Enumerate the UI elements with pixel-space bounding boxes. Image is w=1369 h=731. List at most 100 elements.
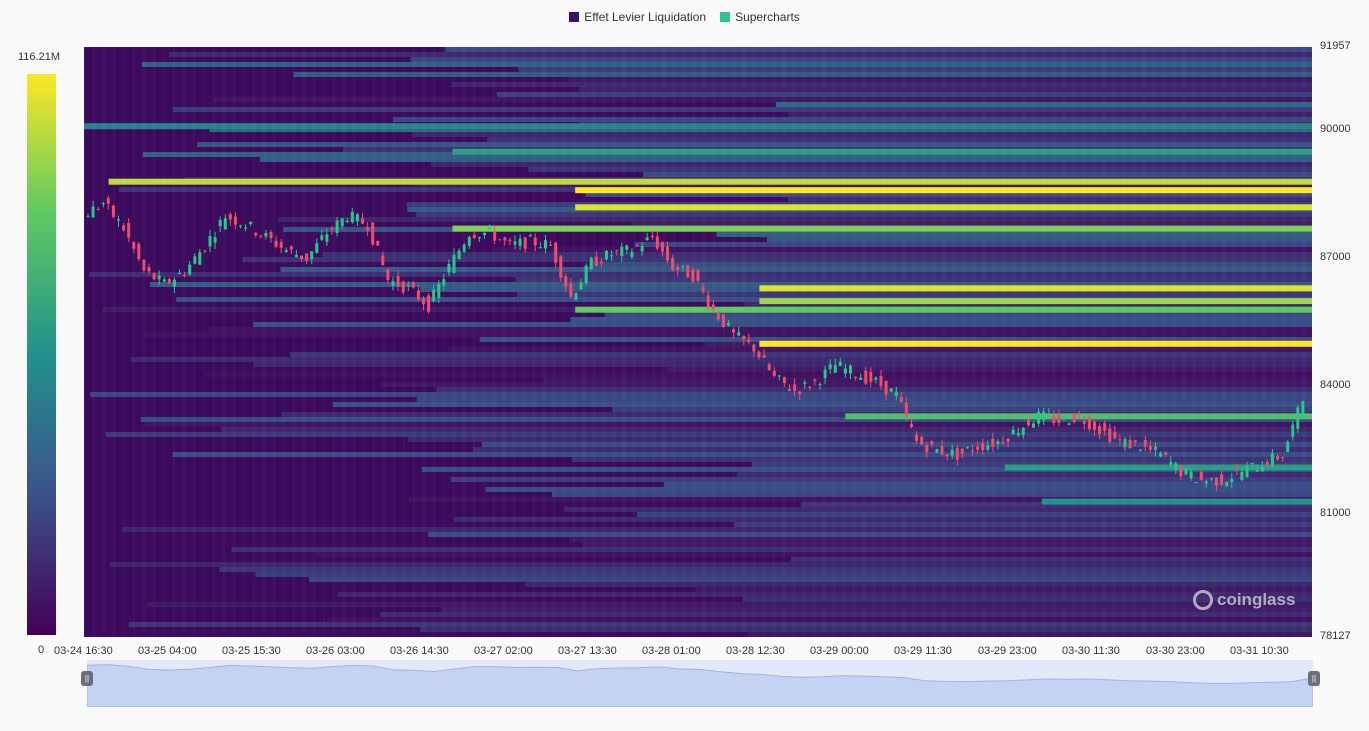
candle-body — [594, 256, 598, 266]
heat-row — [172, 452, 1312, 457]
legend-item-supercharts[interactable]: Supercharts — [720, 10, 800, 24]
heat-row — [436, 387, 1312, 392]
heat-row — [643, 172, 1312, 177]
watermark: coinglass — [1193, 590, 1295, 610]
candle-body — [910, 423, 913, 428]
candle-body — [483, 232, 486, 235]
candle-body — [167, 279, 171, 283]
candle-body — [188, 264, 192, 275]
candle-body — [386, 269, 390, 281]
candle-body — [437, 283, 441, 298]
y-tick-label: 90000 — [1320, 123, 1351, 136]
coinglass-logo-icon — [1193, 590, 1213, 610]
candle-body — [325, 234, 329, 242]
heat-row — [744, 302, 1312, 307]
heat-row — [90, 392, 1312, 397]
candle-body — [1128, 439, 1132, 449]
heat-row — [255, 572, 1312, 577]
x-tick-label: 03-25 15:30 — [222, 645, 281, 657]
candle-body — [1032, 423, 1035, 428]
heat-row — [564, 507, 1312, 512]
heatmap-plot-area[interactable] — [84, 47, 1312, 637]
candle-body — [1255, 469, 1259, 472]
candle-body — [620, 246, 624, 256]
candle-body — [1225, 482, 1229, 486]
range-slider-right-handle[interactable]: || — [1308, 671, 1320, 686]
heat-row — [407, 437, 1312, 442]
candle-body — [498, 239, 502, 241]
candle-body — [493, 231, 497, 241]
heat-row — [416, 212, 1312, 217]
candle-body — [945, 454, 949, 457]
heat-row — [169, 52, 1312, 57]
heat-row — [568, 77, 1312, 82]
color-scale-bar[interactable] — [27, 74, 56, 635]
heat-row — [736, 472, 1312, 477]
heat-row — [221, 427, 1312, 432]
heat-row — [176, 297, 1312, 302]
candle-body — [640, 246, 644, 252]
candle-body — [915, 434, 919, 441]
candle-body — [1118, 439, 1122, 441]
heat-row — [208, 327, 1312, 332]
candle-body — [269, 232, 273, 239]
heat-row — [543, 377, 1312, 382]
candle-body — [1123, 439, 1127, 448]
candle-body — [1169, 461, 1173, 465]
candle-body — [681, 265, 685, 267]
candle-body — [615, 250, 619, 252]
heat-row — [209, 127, 1312, 132]
candle-body — [782, 376, 786, 383]
candle-body — [239, 225, 242, 227]
heat-row — [525, 582, 1312, 587]
candle-body — [462, 244, 466, 252]
candle-body — [488, 227, 492, 229]
candle-body — [1047, 414, 1051, 416]
candle-body — [1011, 429, 1015, 435]
heat-row — [473, 447, 1312, 452]
liquidation-band — [84, 123, 1312, 130]
candle-body — [1265, 462, 1269, 466]
candle-body — [1062, 416, 1066, 418]
candle-body — [1281, 457, 1285, 458]
heat-row — [569, 537, 1312, 542]
candle-body — [1001, 441, 1005, 444]
candle-body — [442, 279, 446, 286]
candle-body — [1143, 440, 1147, 447]
candle-body — [935, 449, 939, 453]
candle-body — [244, 227, 248, 229]
heat-row — [408, 497, 1312, 502]
legend-item-liquidation[interactable]: Effet Levier Liquidation — [569, 10, 706, 24]
heat-row — [293, 72, 1312, 77]
heat-row — [144, 332, 1312, 337]
candle-body — [732, 329, 736, 333]
range-slider-left-handle[interactable]: || — [81, 671, 93, 686]
candle-body — [930, 441, 934, 445]
candle-body — [213, 237, 217, 243]
heat-row — [309, 577, 1312, 582]
candle-body — [976, 446, 980, 450]
candle-body — [864, 370, 868, 384]
candle-body — [1220, 474, 1224, 485]
candle-body — [660, 242, 664, 252]
candle-body — [767, 364, 771, 370]
candle-body — [1042, 411, 1046, 421]
y-tick-label: 87000 — [1320, 251, 1351, 264]
candle-body — [737, 332, 741, 336]
candle-body — [294, 254, 298, 258]
candle-body — [1291, 424, 1295, 437]
heat-row — [213, 97, 1312, 102]
range-slider[interactable] — [86, 660, 1314, 708]
candle-body — [1260, 466, 1264, 472]
candle-body — [650, 235, 654, 238]
heat-row — [149, 282, 1312, 287]
legend-swatch-liquidation — [569, 12, 580, 22]
candle-body — [467, 237, 471, 246]
candle-body — [1276, 456, 1279, 460]
x-tick-label: 03-26 14:30 — [390, 645, 449, 657]
heat-row — [412, 132, 1312, 137]
heat-row — [420, 627, 1312, 632]
candle-body — [645, 237, 649, 240]
range-slider-preview — [86, 664, 1314, 708]
candle-body — [228, 214, 232, 220]
